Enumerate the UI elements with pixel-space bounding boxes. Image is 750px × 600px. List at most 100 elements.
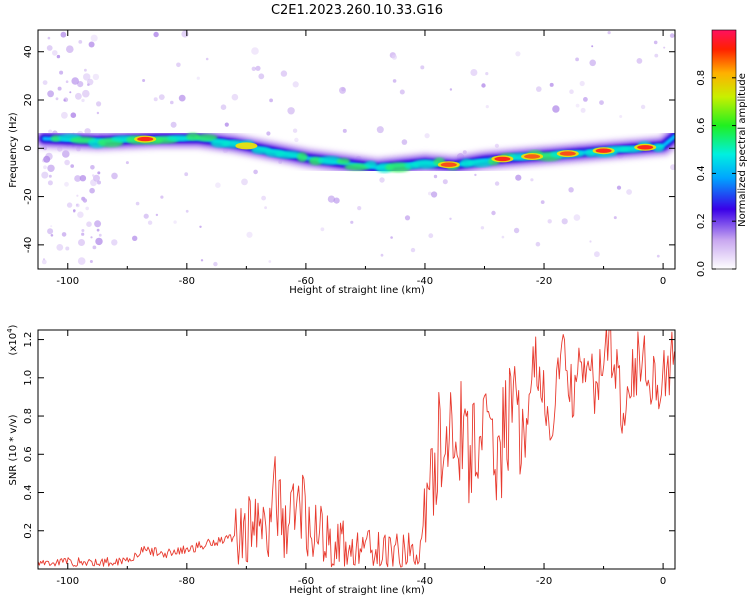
colorbar-label: Normalized spectral amplitude xyxy=(737,73,748,227)
noise-speck xyxy=(392,79,397,83)
noise-speck xyxy=(81,229,85,232)
noise-speck xyxy=(474,173,477,177)
noise-speck xyxy=(253,169,258,175)
noise-speck xyxy=(92,245,97,250)
noise-speck xyxy=(52,50,58,56)
noise-speck xyxy=(589,59,596,67)
x-tick-label: -100 xyxy=(56,576,79,587)
noise-speck xyxy=(536,86,542,92)
x-tick-label: -80 xyxy=(179,276,195,287)
noise-speck xyxy=(196,76,200,80)
noise-speck xyxy=(65,80,69,83)
noise-speck xyxy=(589,240,592,243)
colorbar-tick-label: 0.2 xyxy=(696,213,707,229)
x-tick-label: -100 xyxy=(56,276,79,287)
noise-speck xyxy=(77,81,84,88)
noise-speck xyxy=(401,139,408,145)
noise-speck xyxy=(501,235,505,239)
noise-speck xyxy=(404,215,411,221)
noise-speck xyxy=(160,195,164,199)
noise-speck xyxy=(132,235,138,241)
noise-speck xyxy=(246,231,253,238)
noise-speck xyxy=(47,180,53,186)
x-tick-label: 0 xyxy=(660,576,666,587)
noise-speck xyxy=(46,45,53,51)
noise-speck xyxy=(66,45,74,53)
noise-speck xyxy=(491,210,496,216)
noise-speck xyxy=(241,178,248,186)
noise-speck xyxy=(97,180,101,185)
noise-speck xyxy=(69,91,72,94)
noise-speck xyxy=(280,70,288,77)
noise-speck xyxy=(636,58,643,64)
y-tick-label: 0.6 xyxy=(23,446,34,462)
noise-speck xyxy=(184,172,189,177)
noise-speck xyxy=(77,257,86,265)
noise-speck xyxy=(287,107,295,115)
noise-speck xyxy=(178,94,186,102)
y-tick-label: -20 xyxy=(23,188,34,204)
noise-speck xyxy=(410,247,416,253)
noise-speck xyxy=(485,72,489,76)
colorbar-tick-label: 0.8 xyxy=(696,70,707,86)
noise-speck xyxy=(56,54,61,59)
y-tick-label: 40 xyxy=(23,45,34,58)
figure-title: C2E1.2023.260.10.33.G16 xyxy=(271,3,443,18)
noise-speck xyxy=(261,195,266,201)
noise-speck xyxy=(50,234,54,237)
noise-speck xyxy=(170,121,177,128)
noise-speck xyxy=(251,66,256,72)
ridge-peak xyxy=(440,162,457,167)
noise-speck xyxy=(513,227,520,234)
snr-y-ticks: 0.2 0.4 0.6 0.8 1.0 1.2 xyxy=(23,332,675,539)
ridge-peak xyxy=(559,151,576,156)
snr-y-multiplier: (x104) xyxy=(6,324,19,355)
noise-speck xyxy=(399,89,405,95)
noise-speck xyxy=(391,54,397,60)
noise-speck xyxy=(449,217,452,220)
noise-speck xyxy=(494,181,500,186)
noise-speck xyxy=(158,94,165,100)
noise-speck xyxy=(185,209,189,213)
noise-speck xyxy=(390,236,393,239)
ridge-blob xyxy=(195,134,218,142)
noise-speck xyxy=(47,228,54,235)
noise-speck xyxy=(55,97,59,101)
noise-speck xyxy=(268,260,272,263)
noise-speck xyxy=(485,105,489,109)
snr-series-line xyxy=(38,330,675,568)
noise-speck xyxy=(379,177,385,183)
ridge-blob xyxy=(344,163,370,171)
noise-speck xyxy=(153,31,159,38)
noise-speck xyxy=(205,57,209,61)
colorbar-gradient xyxy=(711,29,737,270)
noise-speck xyxy=(86,221,92,227)
noise-speck xyxy=(63,97,69,102)
noise-speck xyxy=(594,251,600,258)
noise-speck xyxy=(258,73,265,80)
snr-frame xyxy=(37,329,676,570)
spectrogram-x-label: Height of straight line (km) xyxy=(289,285,425,296)
noise-speck xyxy=(269,98,273,103)
noise-speck xyxy=(540,200,545,205)
noise-speck xyxy=(626,189,632,195)
noise-speck xyxy=(77,211,84,218)
noise-speck xyxy=(376,126,384,134)
noise-speck xyxy=(90,236,93,239)
spectrogram-x-ticks: -100 -80 -60 -40 -20 0 xyxy=(56,30,666,287)
x-tick-label: 0 xyxy=(660,276,666,287)
noise-speck xyxy=(663,46,666,49)
y-tick-label: 0.8 xyxy=(23,408,34,424)
noise-speck xyxy=(669,33,675,38)
noise-speck xyxy=(93,174,100,182)
ridge-blob xyxy=(467,159,493,168)
noise-speck xyxy=(613,216,617,220)
noise-speck xyxy=(320,227,325,232)
x-tick-label: -60 xyxy=(298,576,314,587)
noise-speck xyxy=(135,201,140,206)
ridge-blob xyxy=(336,158,351,165)
noise-speck xyxy=(213,261,218,267)
x-tick-label: -20 xyxy=(536,276,552,287)
noise-speck xyxy=(266,131,271,136)
